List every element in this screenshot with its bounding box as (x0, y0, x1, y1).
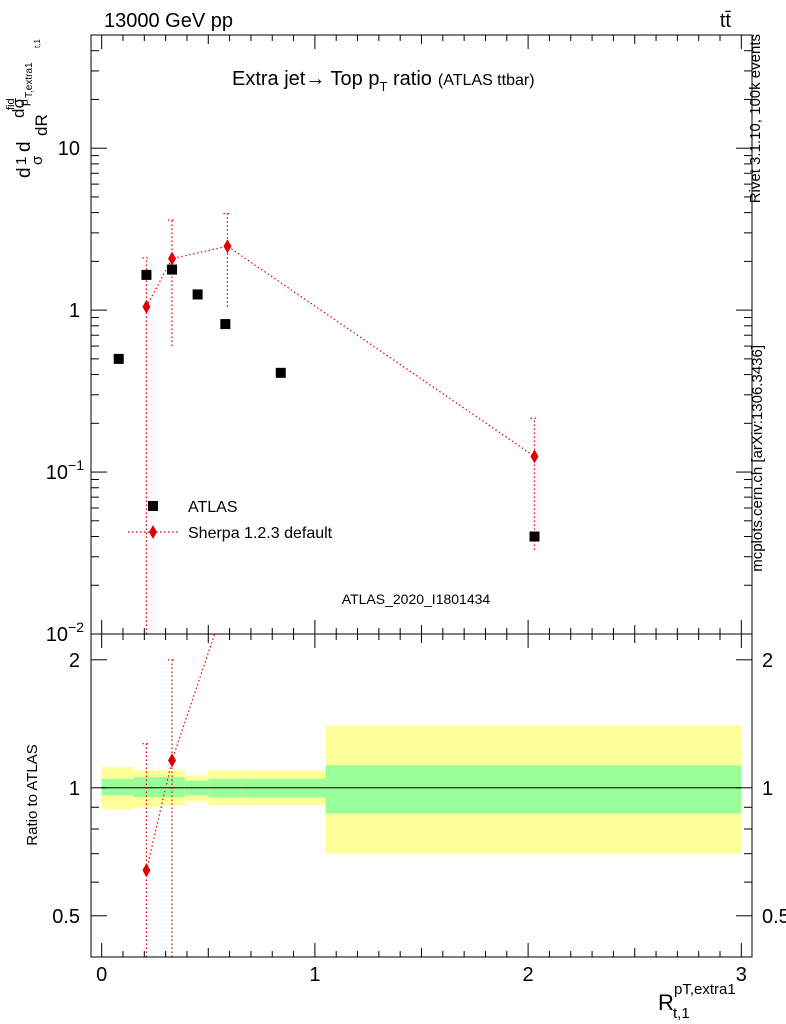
atlas-point (529, 531, 540, 542)
main-plot-frame (90, 34, 753, 635)
stat-uncertainty-band (159, 777, 185, 798)
ratio-y-axis-title: Ratio to ATLAS (24, 744, 41, 845)
y-tick-base: 10 (46, 462, 68, 484)
ratio-y-tick-label-right: 2 (762, 650, 773, 672)
xlabel-sup: pT,extra1 (674, 981, 736, 998)
y-tick-label: 10 (58, 138, 80, 160)
ratio-bands (101, 725, 742, 854)
x-tick-label: 0 (96, 964, 107, 986)
ratio-sherpa-point (142, 863, 151, 878)
sherpa-point (223, 239, 232, 254)
stat-uncertainty-band (133, 777, 160, 798)
stat-uncertainty-band (325, 765, 742, 814)
legend-label-sherpa: Sherpa 1.2.3 default (188, 525, 333, 542)
legend-marker-sherpa (149, 525, 157, 539)
ylabel-ptextra: T,extra1 (24, 62, 35, 98)
y-tick-base: 10 (46, 624, 68, 646)
ratio-y-tick-label: 1 (69, 778, 80, 800)
ylabel-d1: d (14, 167, 35, 178)
title-rest: ratio (387, 68, 431, 90)
x-tick-label: 2 (523, 964, 534, 986)
atlas-point (141, 269, 152, 280)
y-tick-exponent: −1 (68, 457, 84, 473)
ratio-y-tick-label: 0.5 (52, 906, 80, 928)
data-series (113, 264, 540, 542)
sherpa-point (142, 299, 151, 314)
xlabel-sub: t,1 (673, 1005, 690, 1022)
side-label-site: mcplots.cern.ch [arXiv:1306.3436] (749, 345, 766, 572)
y-tick-label: 1 (69, 300, 80, 322)
atlas-point (192, 289, 203, 300)
energy-label: 13000 GeV pp (104, 10, 233, 32)
title-subscript: T (379, 79, 387, 94)
ratio-y-tick-label: 2 (69, 650, 80, 672)
ylabel-one: 1 (13, 157, 30, 165)
ylabel-fid: fid (5, 98, 17, 110)
stat-uncertainty-band (101, 778, 134, 796)
ratio-sherpa-line (145, 633, 216, 871)
y-axis-title: d 1 σ d dσ fid dR p T,extra1 t,1 (5, 39, 51, 178)
legend: ATLAS Sherpa 1.2.3 default (128, 499, 333, 542)
sherpa-line (145, 245, 535, 457)
atlas-point (220, 319, 231, 330)
xlabel-r: R (658, 990, 674, 1015)
ylabel-t1: t,1 (33, 39, 42, 48)
side-label-rivet: Rivet 3.1.10, 100k events (747, 34, 764, 203)
x-tick-label: 1 (309, 964, 320, 986)
x-axis-title: R pT,extra1 t,1 (658, 981, 736, 1022)
atlas-point (275, 367, 286, 378)
atlas-point (167, 264, 178, 275)
ylabel-dsigma: dσ (9, 98, 28, 118)
legend-marker-atlas (148, 501, 158, 511)
watermark: ATLAS_2020_I1801434 (342, 591, 491, 607)
ratio-y-tick-label-right: 1 (762, 778, 773, 800)
plot-title: Extra jet→ Top pT ratio (ATLAS ttbar) (232, 68, 535, 94)
title-note: (ATLAS ttbar) (438, 72, 535, 89)
process-label: tt̄ (720, 10, 732, 32)
y-tick-label: 10−2 (46, 619, 84, 646)
sherpa-point (168, 251, 177, 266)
ratio-y-tick-label-right: 0.5 (762, 906, 786, 928)
y-tick-label: 10−1 (46, 457, 84, 484)
y-tick-exponent: −2 (68, 619, 84, 635)
title-main: Extra jet→ Top p (232, 68, 379, 90)
atlas-point (113, 353, 124, 364)
legend-label-atlas: ATLAS (188, 499, 238, 516)
ylabel-sigma: σ (29, 155, 46, 165)
ylabel-dr: dR (32, 114, 51, 136)
x-tick-label: 3 (736, 964, 747, 986)
sherpa-point (530, 449, 539, 464)
mc-series (142, 212, 539, 957)
ylabel-p: p (17, 99, 31, 106)
ylabel-d2: d (14, 141, 35, 152)
ratio-sherpa-point (168, 753, 177, 768)
